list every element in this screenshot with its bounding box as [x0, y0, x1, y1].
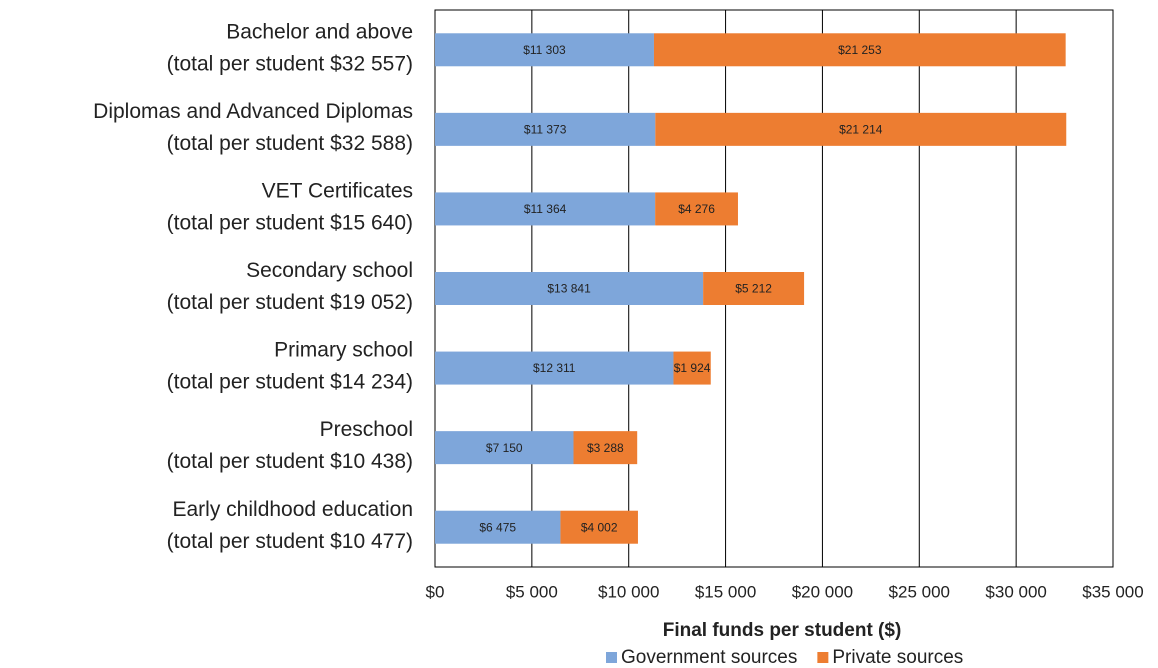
bar-segment: [435, 431, 574, 465]
bar-segment: [435, 192, 656, 226]
value-label: $7 150: [486, 441, 523, 455]
value-label: $11 364: [524, 202, 567, 216]
category-label: Primary school: [274, 339, 413, 362]
legend-swatch: [606, 652, 617, 663]
category-subtitle: (total per student $10 438): [167, 450, 413, 473]
bar-segment: [560, 510, 638, 544]
bar-segment: [673, 351, 711, 385]
value-label: $13 841: [547, 282, 591, 296]
bar-segment: [653, 33, 1066, 67]
value-label: $11 373: [524, 123, 567, 137]
x-tick-label: $5 000: [506, 582, 558, 601]
category-label: Diplomas and Advanced Diplomas: [93, 100, 413, 123]
x-tick-label: $15 000: [695, 582, 756, 601]
bar-segment: [703, 272, 805, 305]
category-subtitle: (total per student $32 588): [167, 132, 413, 155]
value-label: $4 002: [581, 520, 618, 534]
value-label: $21 214: [839, 123, 883, 137]
x-tick-label: $30 000: [985, 582, 1046, 601]
value-label: $12 311: [533, 361, 576, 375]
category-label: VET Certificates: [262, 179, 413, 202]
bar-segment: [435, 272, 704, 305]
x-tick-label: $20 000: [792, 582, 853, 601]
x-tick-label: $25 000: [889, 582, 950, 601]
category-label: Bachelor and above: [226, 20, 413, 43]
category-subtitle: (total per student $15 640): [167, 211, 413, 234]
x-tick-label: $10 000: [598, 582, 659, 601]
value-label: $4 276: [678, 202, 715, 216]
value-label: $11 303: [523, 43, 566, 57]
category-subtitle: (total per student $10 477): [167, 530, 413, 553]
value-label: $3 288: [587, 441, 624, 455]
x-axis-title: Final funds per student ($): [663, 620, 902, 641]
x-tick-label: $35 000: [1082, 582, 1143, 601]
value-label: $21 253: [838, 43, 882, 57]
bar-segment: [435, 112, 656, 146]
bar-segment: [435, 510, 561, 544]
value-label: $1 924: [674, 361, 711, 375]
legend-label: Private sources: [832, 647, 963, 668]
category-subtitle: (total per student $32 557): [167, 52, 413, 75]
legend-label: Government sources: [621, 647, 797, 668]
category-label: Secondary school: [246, 259, 413, 282]
legend-swatch: [817, 652, 829, 663]
x-tick-label: $0: [426, 582, 445, 601]
category-label: Preschool: [320, 418, 413, 441]
value-label: $5 212: [735, 282, 772, 296]
category-subtitle: (total per student $19 052): [167, 291, 413, 314]
bar-segment: [655, 112, 1067, 146]
bar-segment: [435, 33, 654, 67]
value-label: $6 475: [479, 520, 516, 534]
bar-segment: [573, 431, 638, 465]
bar-segment: [655, 192, 738, 226]
category-label: Early childhood education: [173, 498, 414, 521]
bar-segment: [435, 351, 674, 385]
category-subtitle: (total per student $14 234): [167, 371, 413, 394]
